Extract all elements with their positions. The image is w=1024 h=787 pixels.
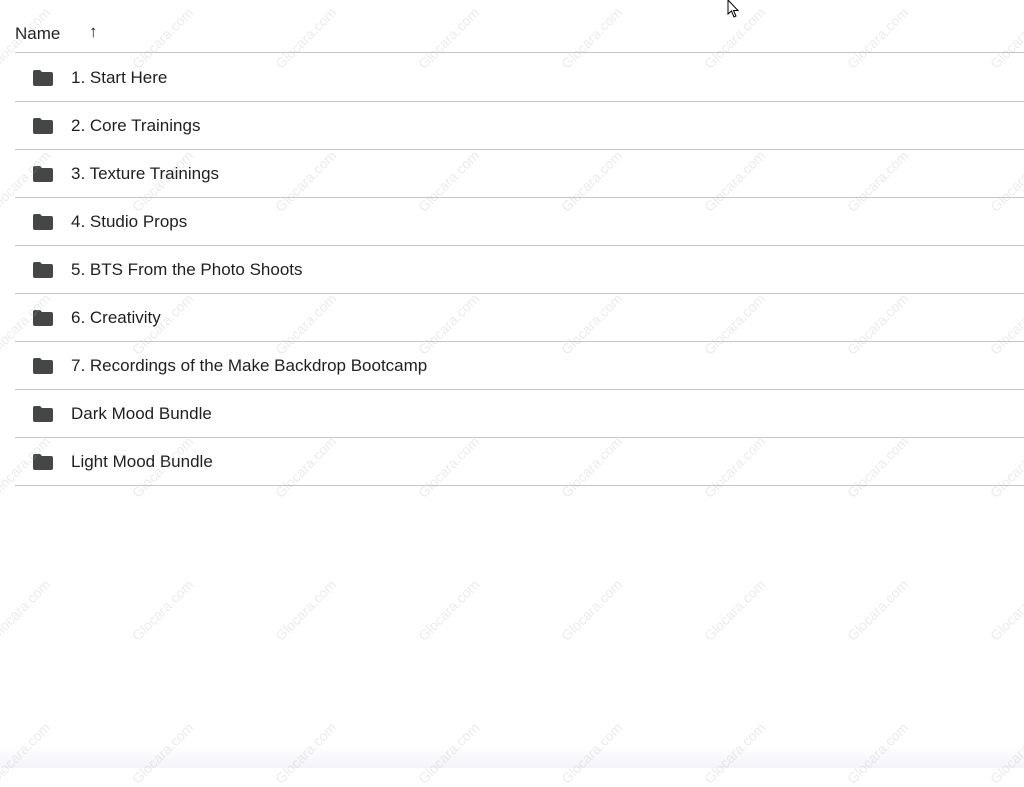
name-column-header[interactable]: Name xyxy=(15,24,61,43)
arrow-up-icon[interactable]: ↑ xyxy=(89,22,98,41)
list-item[interactable]: 3. Texture Trainings xyxy=(15,150,1024,198)
watermark: Glocara.com xyxy=(0,576,54,644)
folder-name: 2. Core Trainings xyxy=(71,116,201,135)
folder-name: 6. Creativity xyxy=(71,308,161,327)
list-item[interactable]: 7. Recordings of the Make Backdrop Bootc… xyxy=(15,342,1024,390)
folder-icon xyxy=(33,310,53,326)
folder-icon xyxy=(33,70,53,86)
folder-icon xyxy=(33,406,53,422)
folder-icon xyxy=(33,262,53,278)
list-item[interactable]: 2. Core Trainings xyxy=(15,102,1024,150)
folder-name: Dark Mood Bundle xyxy=(71,404,212,423)
watermark: Glocara.com xyxy=(271,576,340,644)
folder-name: 3. Texture Trainings xyxy=(71,164,220,183)
list-item[interactable]: 6. Creativity xyxy=(15,294,1024,342)
list-item[interactable]: Light Mood Bundle xyxy=(15,438,1024,486)
file-list: 1. Start Here 2. Core Trainings 3. Texture… xyxy=(15,54,1024,486)
folder-icon xyxy=(33,118,53,134)
folder-name: 7. Recordings of the Make Backdrop Bootc… xyxy=(71,356,428,375)
folder-name: 1. Start Here xyxy=(71,68,168,87)
folder-icon xyxy=(33,358,53,374)
watermark: Glocara.com xyxy=(986,576,1024,644)
watermark: Glocara.com xyxy=(843,576,912,644)
folder-icon xyxy=(33,166,53,182)
folder-icon xyxy=(33,454,53,470)
list-item[interactable]: 1. Start Here xyxy=(15,54,1024,102)
list-item[interactable]: Dark Mood Bundle xyxy=(15,390,1024,438)
folder-name: Light Mood Bundle xyxy=(71,452,213,471)
watermark: Glocara.com xyxy=(414,576,483,644)
folder-name: 4. Studio Props xyxy=(71,212,188,231)
mouse-cursor-icon xyxy=(727,0,740,18)
watermark: Glocara.com xyxy=(557,576,626,644)
footer-bar xyxy=(0,746,1024,768)
folder-icon xyxy=(33,214,53,230)
folder-name: 5. BTS From the Photo Shoots xyxy=(71,260,303,279)
watermark: Glocara.com xyxy=(700,576,769,644)
list-item[interactable]: 4. Studio Props xyxy=(15,198,1024,246)
watermark: Glocara.com xyxy=(128,576,197,644)
column-header: Name ↑ xyxy=(15,0,1024,53)
list-item[interactable]: 5. BTS From the Photo Shoots xyxy=(15,246,1024,294)
